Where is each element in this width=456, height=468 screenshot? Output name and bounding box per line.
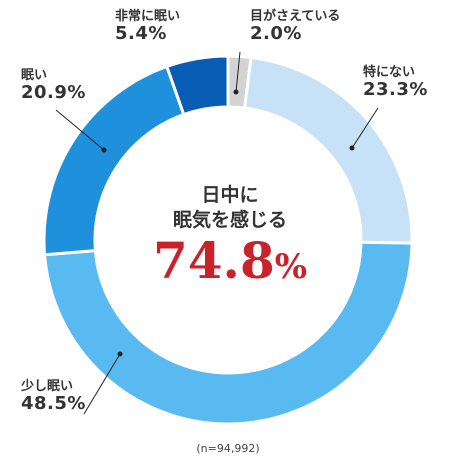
leader-slightly-sleepy-dot <box>117 351 123 357</box>
label-sleepy: 眠い 20.9% <box>21 69 86 102</box>
label-slightly-sleepy: 少し眠い 48.5% <box>21 380 86 413</box>
leader-sleepy <box>55 109 105 151</box>
label-none-value: 23.3% <box>363 79 428 100</box>
label-very-sleepy: 非常に眠い 5.4% <box>115 10 180 43</box>
slice-slightly-sleepy <box>42 240 414 426</box>
label-awake-name: 目がさえている <box>250 9 341 24</box>
label-sleepy-value: 20.9% <box>21 82 86 103</box>
leader-sleepy-dot <box>101 147 107 153</box>
leader-none-dot <box>349 145 355 151</box>
label-slightly-sleepy-value: 48.5% <box>21 393 86 414</box>
leader-awake <box>235 51 241 93</box>
center-value: 74.8% <box>150 236 310 286</box>
label-awake-value: 2.0% <box>250 23 302 44</box>
center-value-unit: % <box>274 247 308 288</box>
center-value-number: 74.8 <box>152 231 275 291</box>
center-line-2: 眠気を感じる <box>172 208 287 231</box>
label-slightly-sleepy-name: 少し眠い <box>21 379 74 394</box>
label-very-sleepy-value: 5.4% <box>115 23 167 44</box>
sample-size-note: (n=94,992) <box>196 442 260 455</box>
center-line-1: 日中に <box>201 184 259 206</box>
slice-very-sleepy <box>164 54 230 117</box>
leader-slightly-sleepy <box>83 353 121 415</box>
label-very-sleepy-name: 非常に眠い <box>115 9 181 24</box>
label-awake: 目がさえている 2.0% <box>250 10 340 43</box>
leader-awake-dot <box>233 89 239 95</box>
center-summary: 日中に 眠気を感じる 74.8% <box>150 183 310 286</box>
label-none-name: 特にない <box>363 65 416 80</box>
leader-none <box>351 107 379 149</box>
label-none: 特にない 23.3% <box>363 66 428 99</box>
label-sleepy-name: 眠い <box>21 68 48 83</box>
